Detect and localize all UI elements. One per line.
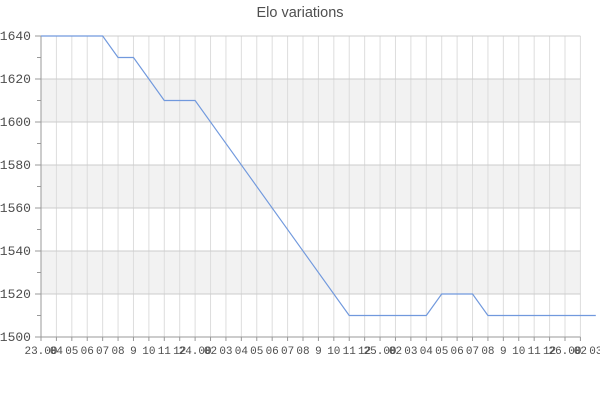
svg-text:04: 04 [235, 346, 249, 358]
svg-text:03: 03 [219, 346, 232, 358]
svg-text:9: 9 [500, 346, 507, 358]
svg-text:06: 06 [266, 346, 279, 358]
svg-text:05: 05 [250, 346, 263, 358]
svg-text:07: 07 [281, 346, 294, 358]
svg-text:03: 03 [404, 346, 417, 358]
svg-text:04: 04 [50, 346, 64, 358]
svg-text:1560: 1560 [0, 201, 31, 216]
svg-text:9: 9 [315, 346, 322, 358]
svg-text:02: 02 [204, 346, 217, 358]
svg-text:06: 06 [451, 346, 464, 358]
svg-text:07: 07 [466, 346, 479, 358]
svg-text:1640: 1640 [0, 29, 31, 44]
svg-text:10: 10 [327, 346, 340, 358]
svg-text:1580: 1580 [0, 158, 31, 173]
svg-text:08: 08 [481, 346, 494, 358]
svg-text:07: 07 [96, 346, 109, 358]
svg-text:9: 9 [130, 346, 137, 358]
svg-text:08: 08 [296, 346, 309, 358]
svg-text:1620: 1620 [0, 72, 31, 87]
svg-text:06: 06 [81, 346, 94, 358]
svg-text:10: 10 [142, 346, 155, 358]
svg-text:04: 04 [420, 346, 434, 358]
svg-text:05: 05 [435, 346, 448, 358]
svg-text:08: 08 [111, 346, 124, 358]
svg-text:1540: 1540 [0, 244, 31, 259]
svg-text:11: 11 [343, 346, 357, 358]
svg-text:10: 10 [512, 346, 525, 358]
svg-text:05: 05 [65, 346, 78, 358]
svg-text:02: 02 [389, 346, 402, 358]
svg-text:02: 02 [574, 346, 587, 358]
svg-text:03: 03 [589, 346, 600, 358]
svg-text:1600: 1600 [0, 115, 31, 130]
svg-text:11: 11 [158, 346, 172, 358]
svg-text:1500: 1500 [0, 330, 31, 345]
svg-text:11: 11 [528, 346, 542, 358]
svg-text:1520: 1520 [0, 287, 31, 302]
